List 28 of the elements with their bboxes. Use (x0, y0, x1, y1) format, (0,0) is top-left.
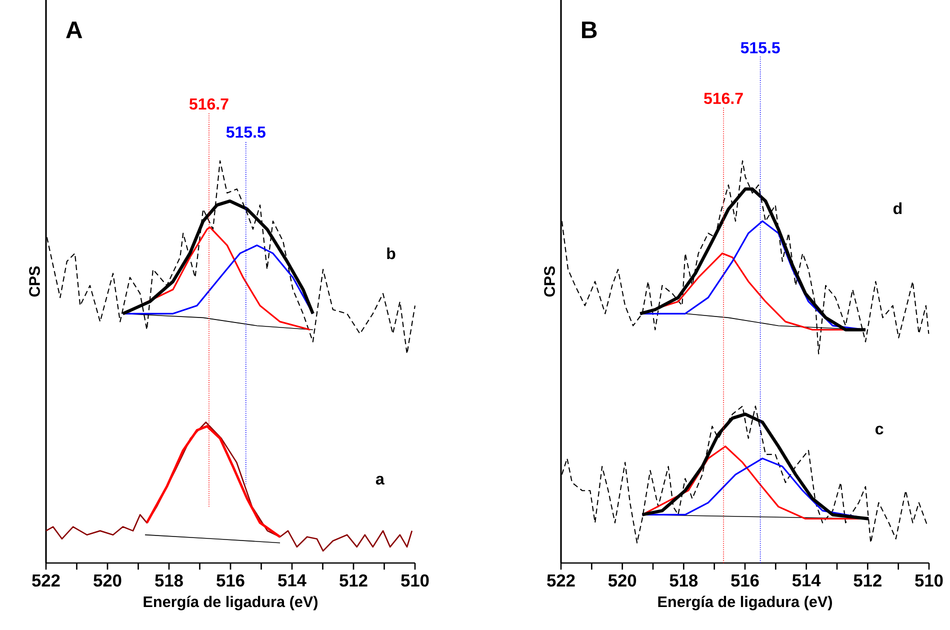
x-tick-label: 516 (731, 574, 759, 587)
x-tick-label: 522 (547, 574, 575, 587)
y-axis-title: CPS (29, 266, 40, 297)
ref-line-label: 516.7 (704, 92, 743, 104)
annotation: b (387, 247, 396, 260)
x-tick-label: 510 (915, 574, 943, 587)
x-tick-label: 512 (854, 574, 882, 587)
ref-line-label: 516.7 (189, 98, 228, 110)
chart-title: B (582, 22, 597, 38)
annotation: c (876, 426, 884, 434)
x-tick-label: 514 (792, 574, 821, 586)
x-tick-label: 518 (155, 574, 183, 587)
x-tick-label: 520 (608, 574, 636, 587)
x-axis-title: Energía de ligadura (eV) (658, 596, 832, 610)
x-tick-label: 512 (340, 574, 368, 587)
chart-title: A (66, 22, 82, 38)
ref-line-label: 515.5 (226, 126, 266, 138)
x-tick-label: 514 (278, 574, 306, 586)
y-axis-title: CPS (544, 266, 555, 297)
x-tick-label: 510 (401, 574, 429, 587)
x-tick-label: 522 (32, 574, 60, 587)
x-tick-label: 520 (94, 574, 122, 587)
x-tick-label: 518 (670, 574, 698, 587)
x-axis-title: Energía de ligadura (eV) (144, 596, 318, 610)
ref-line-label: 515.5 (740, 42, 780, 54)
x-tick-label: 516 (216, 574, 244, 587)
annotation: a (376, 476, 384, 485)
annotation: d (893, 202, 902, 214)
